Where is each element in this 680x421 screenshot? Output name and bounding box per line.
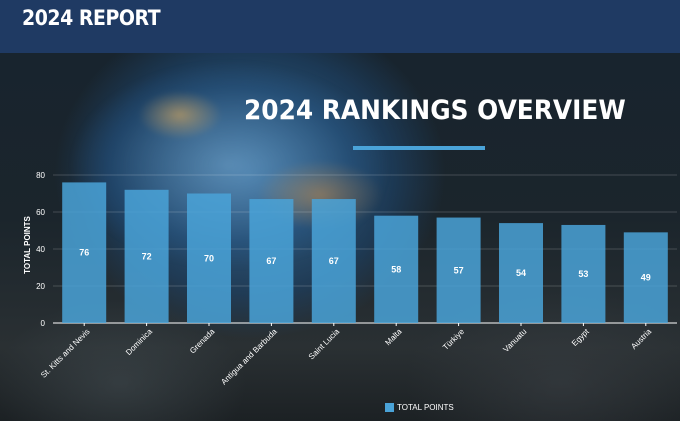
- bar: [561, 224, 606, 323]
- legend-label: TOTAL POINTS: [397, 403, 454, 412]
- x-tick-label: Saint Lucia: [307, 327, 342, 362]
- bar-value-label: 58: [391, 264, 401, 274]
- chart-legend: TOTAL POINTS: [385, 403, 454, 412]
- x-tick-label: Vanuatu: [501, 327, 528, 354]
- x-tick-label: St. Kitts and Nevis: [39, 327, 92, 380]
- bar-value-label: 70: [204, 253, 214, 263]
- report-header: 2024 REPORT: [0, 0, 680, 53]
- bar-value-label: 49: [641, 273, 651, 283]
- x-tick-label: Malta: [383, 327, 404, 348]
- bar: [62, 182, 107, 323]
- bar-value-label: 72: [142, 251, 152, 261]
- report-title: 2024 REPORT: [22, 6, 161, 30]
- chart-title: 2024 RANKINGS OVERVIEW: [244, 95, 626, 126]
- bar: [623, 232, 668, 323]
- bar: [249, 199, 294, 323]
- y-tick-label: 60: [36, 208, 45, 217]
- x-tick-label: Türkiye: [441, 327, 466, 352]
- y-tick-label: 0: [41, 319, 46, 328]
- y-tick-label: 20: [36, 282, 45, 291]
- bar-value-label: 57: [454, 265, 464, 275]
- bar-value-label: 67: [266, 256, 276, 266]
- x-tick-label: Dominica: [124, 327, 154, 357]
- title-underline: [353, 146, 485, 150]
- bar: [311, 199, 356, 323]
- y-tick-label: 40: [36, 245, 45, 254]
- x-tick-label: Antigua and Barbuda: [219, 327, 279, 387]
- x-tick-label: Grenada: [188, 327, 217, 356]
- x-tick-label: Egypt: [570, 327, 591, 348]
- y-tick-label: 80: [36, 171, 45, 180]
- y-axis-title: TOTAL POINTS: [23, 215, 32, 273]
- bar-value-label: 53: [578, 269, 588, 279]
- bar: [124, 189, 169, 323]
- x-tick-label: Austria: [629, 327, 653, 351]
- bar: [374, 215, 419, 323]
- bar-value-label: 76: [79, 248, 89, 258]
- bar: [187, 193, 231, 323]
- bar: [436, 217, 481, 323]
- legend-swatch: [385, 403, 394, 412]
- bar: [499, 223, 543, 323]
- bar-value-label: 54: [516, 268, 526, 278]
- bar-value-label: 67: [329, 256, 339, 266]
